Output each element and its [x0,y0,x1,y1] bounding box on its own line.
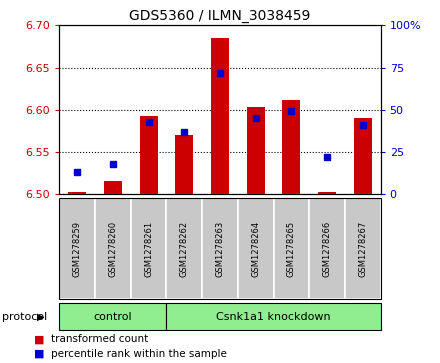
Text: GSM1278260: GSM1278260 [108,221,117,277]
Bar [211,38,229,194]
Bar [282,100,300,194]
Text: GSM1278261: GSM1278261 [144,221,153,277]
Text: ■: ■ [34,349,45,359]
Text: GSM1278259: GSM1278259 [73,221,82,277]
Bar [354,118,372,194]
Bar [68,192,86,194]
Text: protocol: protocol [2,312,48,322]
Text: Csnk1a1 knockdown: Csnk1a1 knockdown [216,312,331,322]
Text: GSM1278266: GSM1278266 [323,221,332,277]
Text: GSM1278265: GSM1278265 [287,221,296,277]
Text: GSM1278262: GSM1278262 [180,221,189,277]
Text: percentile rank within the sample: percentile rank within the sample [51,349,227,359]
Bar [176,135,193,194]
Text: GDS5360 / ILMN_3038459: GDS5360 / ILMN_3038459 [129,9,311,23]
Bar [318,192,336,194]
Text: control: control [94,312,132,322]
Text: GSM1278264: GSM1278264 [251,221,260,277]
Bar [247,107,264,194]
Text: ▶: ▶ [37,312,45,322]
Bar [139,116,158,194]
Text: GSM1278267: GSM1278267 [358,221,367,277]
Bar [104,181,122,194]
Text: transformed count: transformed count [51,334,148,344]
Text: ■: ■ [34,334,45,344]
Text: GSM1278263: GSM1278263 [216,221,224,277]
